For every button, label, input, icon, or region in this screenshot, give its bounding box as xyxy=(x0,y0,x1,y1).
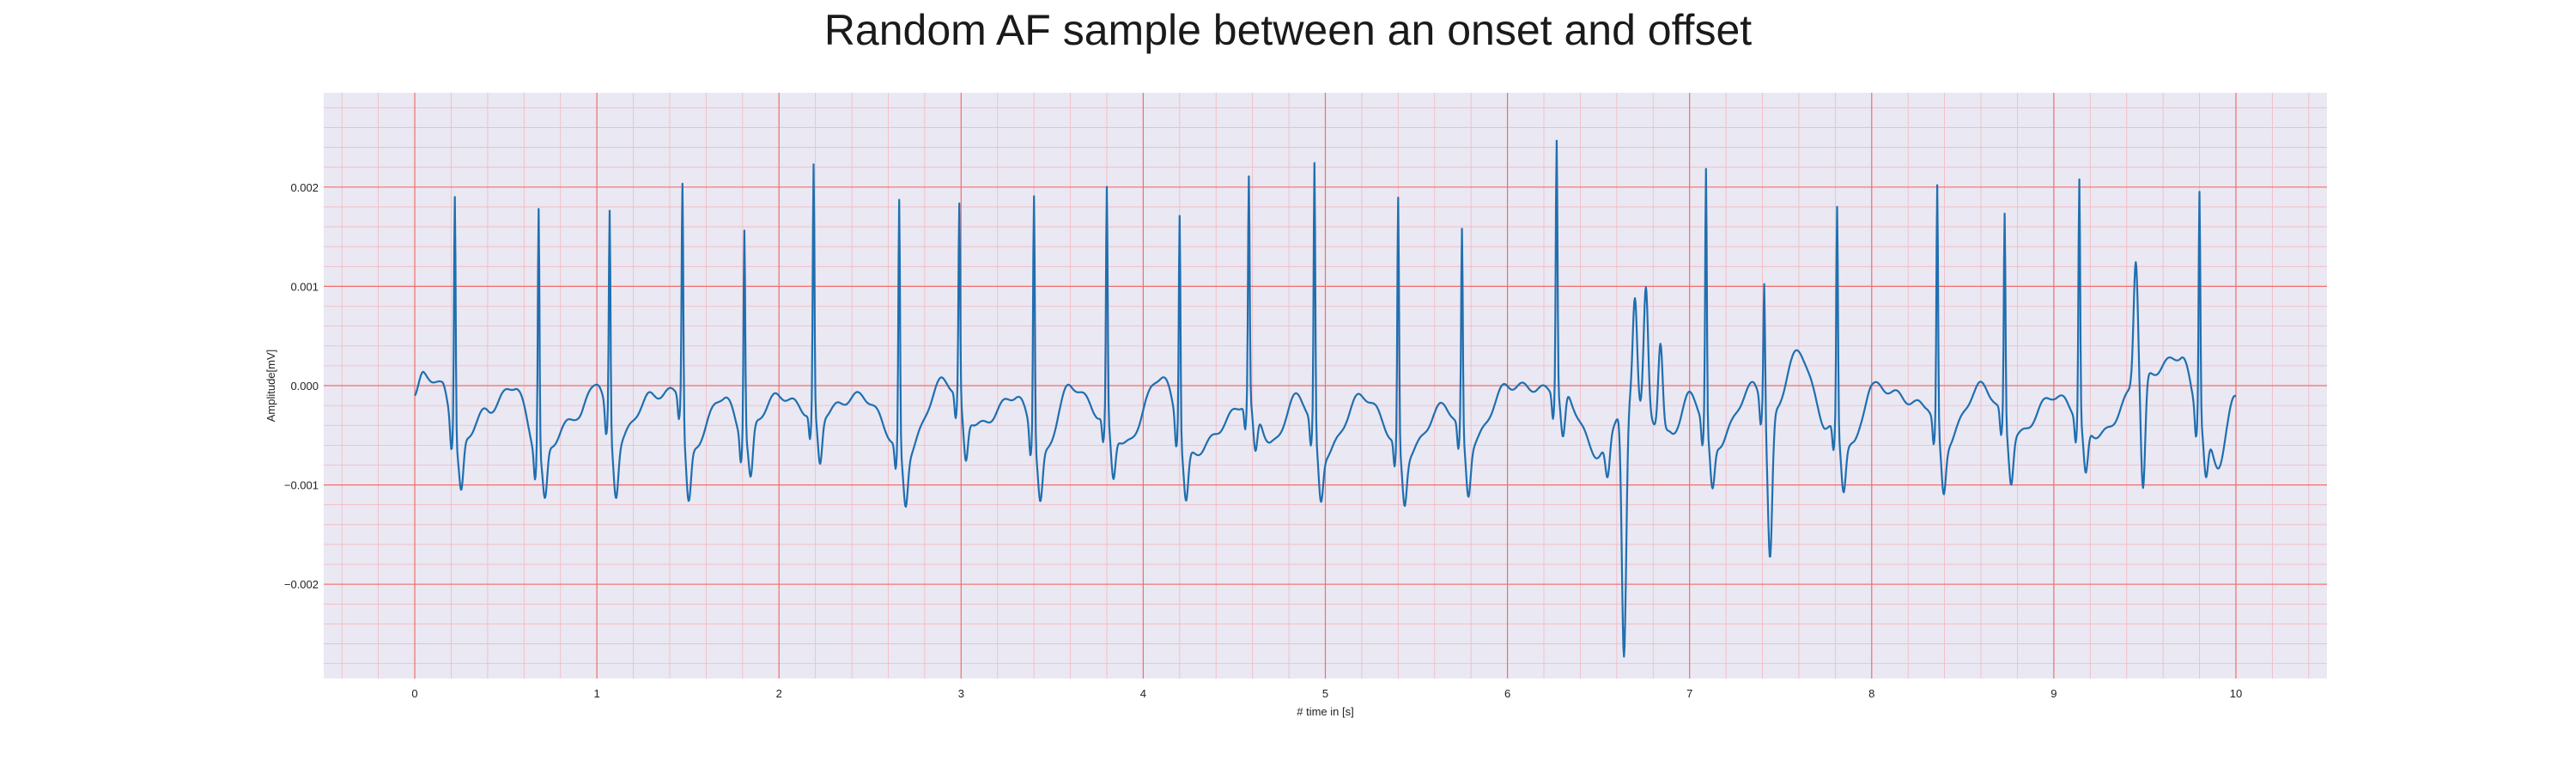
x-tick-label: 9 xyxy=(2050,687,2057,700)
x-tick-label: 0 xyxy=(411,687,417,700)
y-tick-label: 0.001 xyxy=(290,280,319,293)
x-tick-label: 6 xyxy=(1504,687,1510,700)
y-tick-label: 0.002 xyxy=(290,181,319,194)
major-grid xyxy=(324,93,2327,679)
y-tick-label: 0.000 xyxy=(290,380,319,393)
x-tick-labels: 0 1 2 3 4 5 6 7 8 9 10 xyxy=(411,687,2242,700)
x-tick-label: 3 xyxy=(958,687,964,700)
x-tick-label: 4 xyxy=(1140,687,1146,700)
x-axis-label: # time in [s] xyxy=(1297,705,1353,718)
x-tick-label: 2 xyxy=(776,687,782,700)
x-tick-label: 1 xyxy=(594,687,600,700)
x-tick-label: 7 xyxy=(1686,687,1692,700)
chart-title: Random AF sample between an onset and of… xyxy=(823,6,1753,54)
x-tick-label: 8 xyxy=(1868,687,1874,700)
x-tick-label: 10 xyxy=(2230,687,2242,700)
x-tick-label: 5 xyxy=(1322,687,1328,700)
y-tick-label: −0.001 xyxy=(284,479,319,492)
y-tick-label: −0.002 xyxy=(284,578,319,591)
y-tick-labels: −0.002 −0.001 0.000 0.001 0.002 xyxy=(284,181,319,591)
ecg-signal-line xyxy=(414,139,2237,658)
y-axis-label: Amplitude[mV] xyxy=(264,350,277,423)
